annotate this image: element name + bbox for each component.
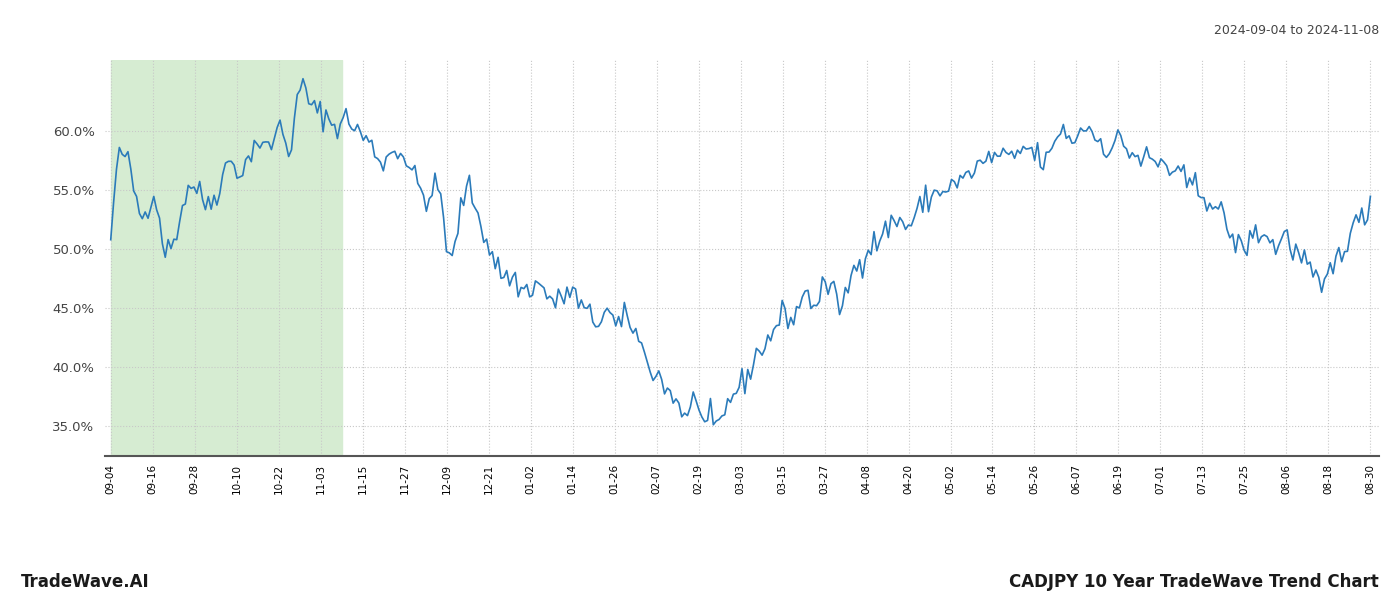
Text: CADJPY 10 Year TradeWave Trend Chart: CADJPY 10 Year TradeWave Trend Chart xyxy=(1009,573,1379,591)
Text: 2024-09-04 to 2024-11-08: 2024-09-04 to 2024-11-08 xyxy=(1214,24,1379,37)
Text: TradeWave.AI: TradeWave.AI xyxy=(21,573,150,591)
Bar xyxy=(111,60,342,456)
